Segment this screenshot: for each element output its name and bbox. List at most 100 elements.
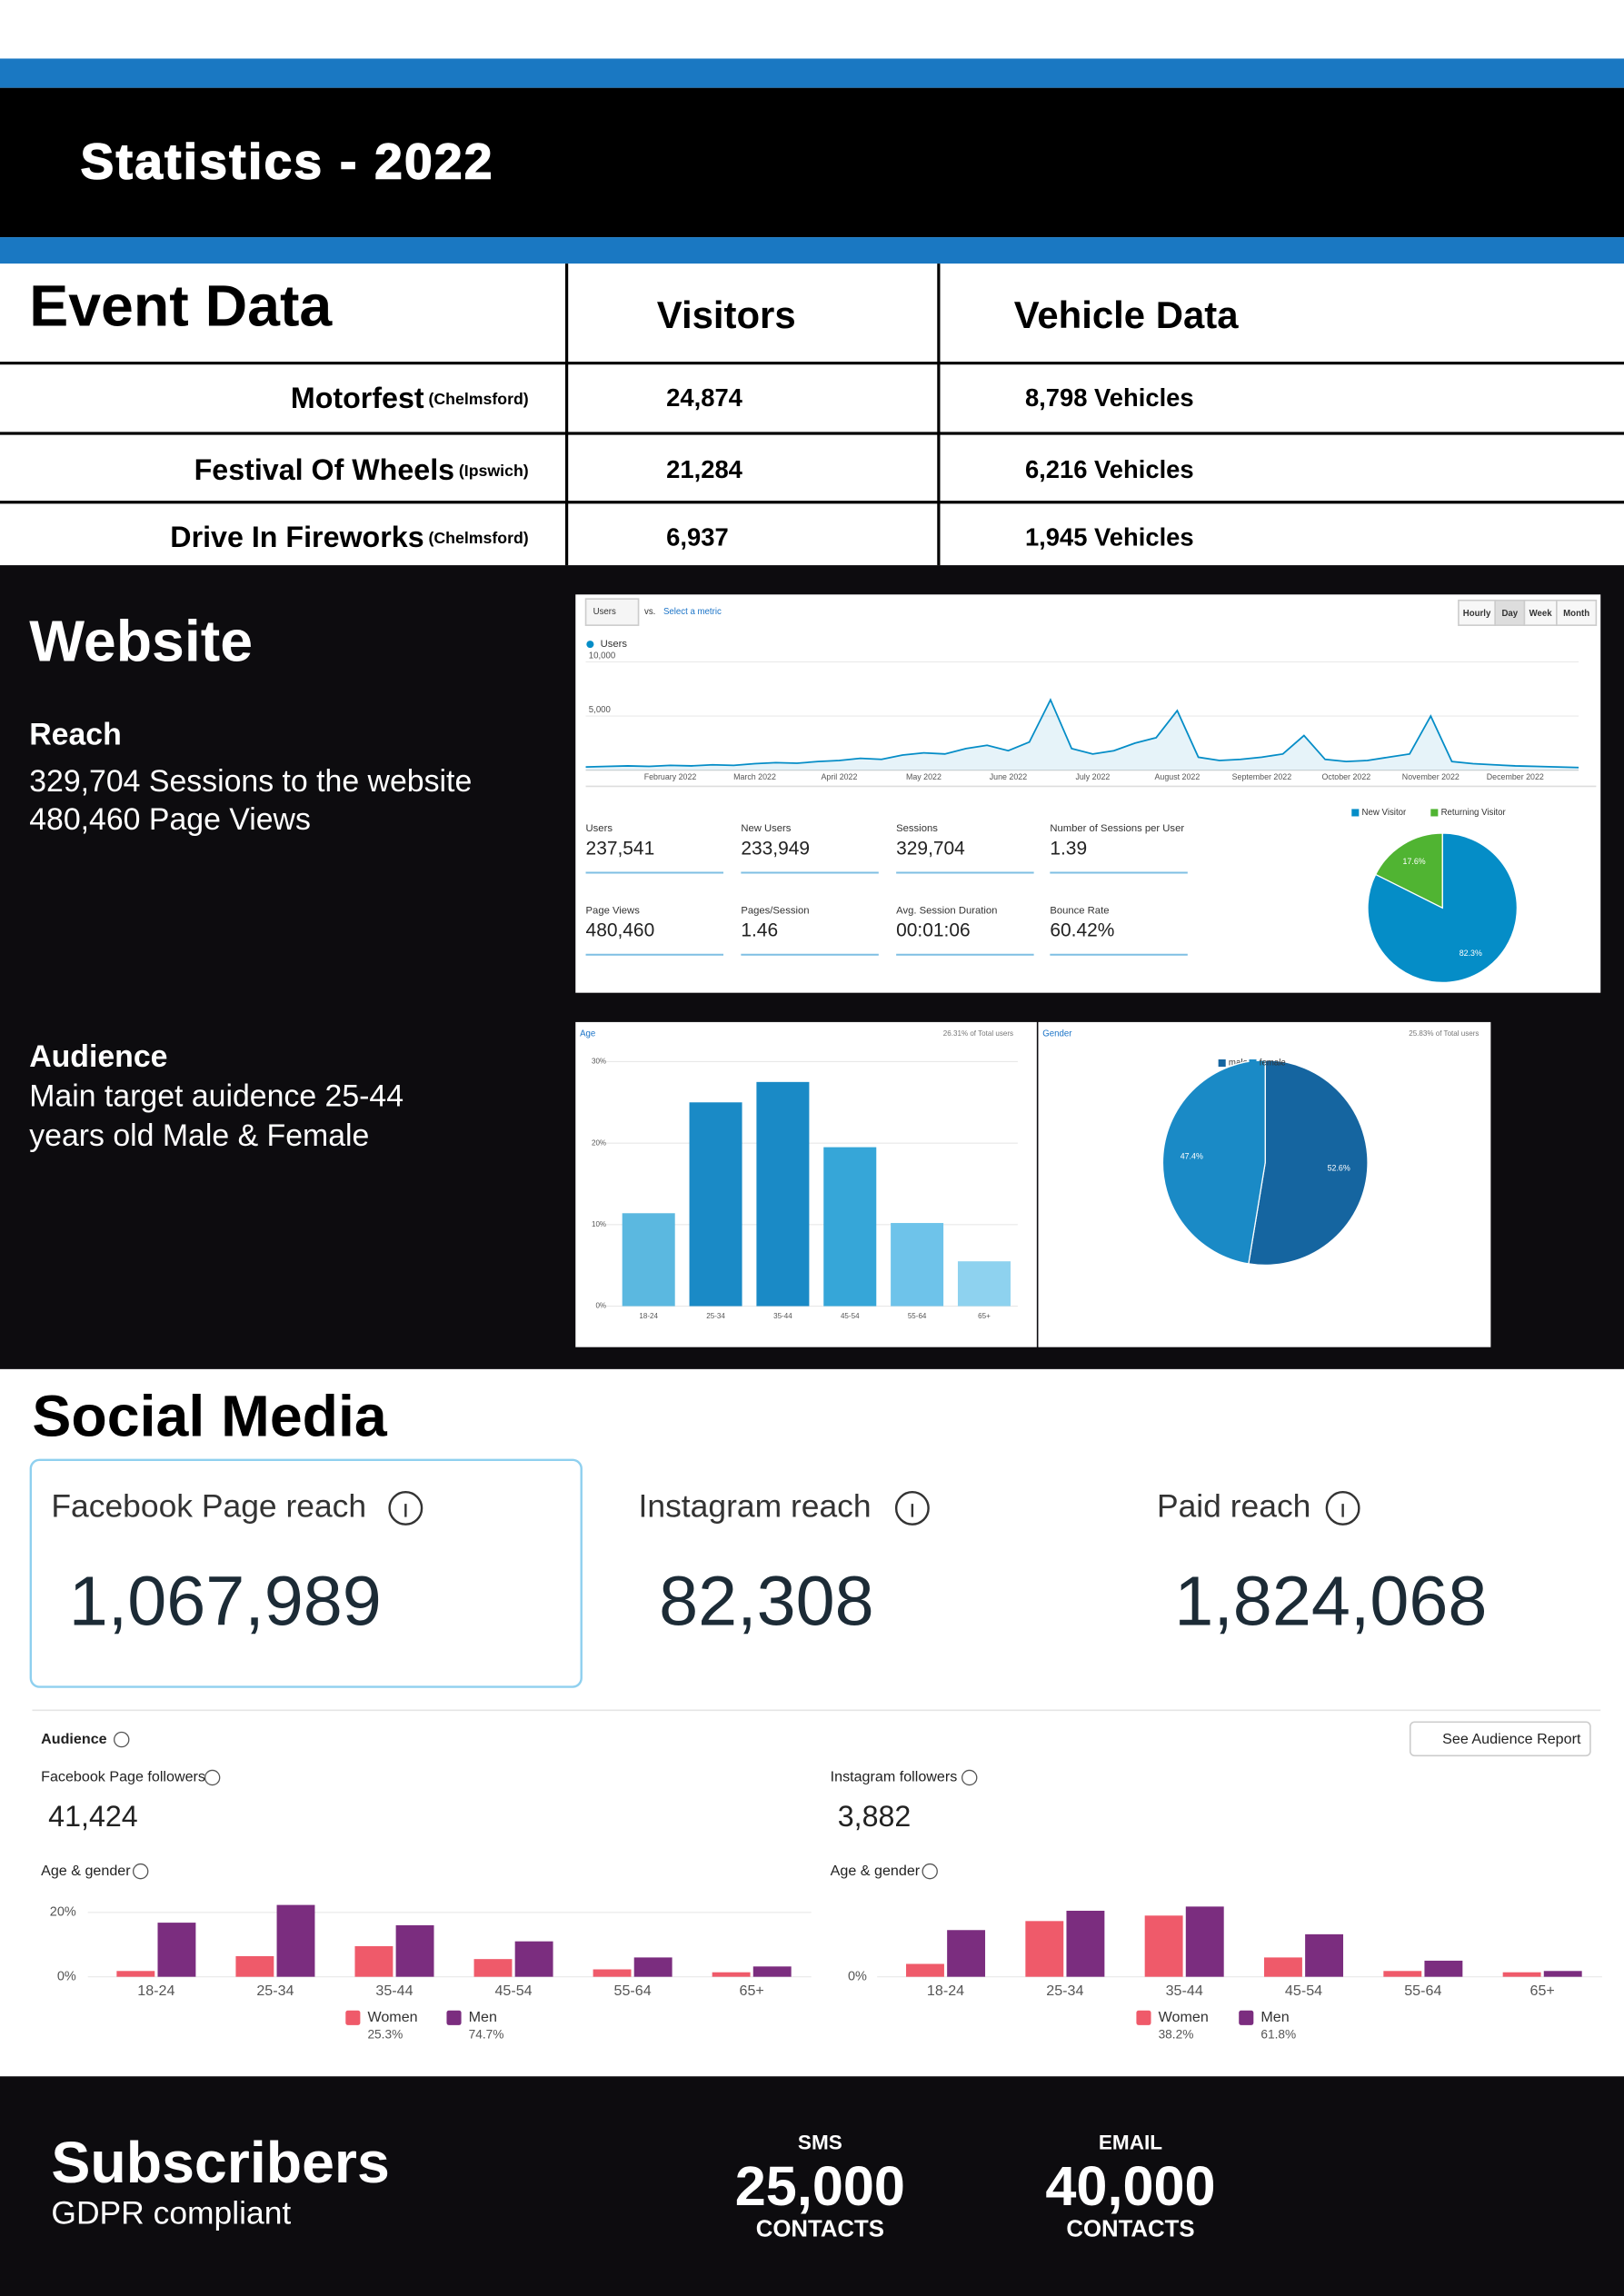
audience-line: Main target auidence 25-44 xyxy=(29,1079,404,1114)
chart-title: Gender xyxy=(1042,1029,1072,1039)
legend-swatch xyxy=(345,2010,361,2025)
event-title: Festival Of Wheels xyxy=(194,452,454,485)
audience-title: Audience xyxy=(41,1731,107,1747)
bar xyxy=(473,1959,513,1977)
x-tick-label: 45-54 xyxy=(841,1312,860,1320)
bar xyxy=(354,1945,394,1977)
channel-unit: CONTACTS xyxy=(756,2216,884,2241)
legend-share: 61.8% xyxy=(1260,2028,1296,2042)
metric-label: Page Views xyxy=(586,905,641,916)
bar xyxy=(116,1971,155,1977)
legend-label: New Visitor xyxy=(1362,808,1407,818)
bar xyxy=(823,1147,877,1307)
visitors: 21,284 xyxy=(666,455,742,483)
y-tick-label: 0% xyxy=(848,1969,867,1983)
x-tick-label: 65+ xyxy=(978,1312,991,1320)
metric-dropdown[interactable] xyxy=(584,598,640,626)
x-tick-label: 65+ xyxy=(1530,1983,1555,1999)
period-button[interactable] xyxy=(1494,599,1526,626)
channel-unit: CONTACTS xyxy=(1066,2216,1194,2241)
bar xyxy=(633,1957,673,1977)
legend-swatch xyxy=(1136,2010,1151,2025)
x-tick-label: November 2022 xyxy=(1402,772,1460,781)
bar xyxy=(514,1941,553,1977)
card-value: 1,067,989 xyxy=(69,1562,382,1640)
legend-label: Men xyxy=(1260,2009,1289,2025)
metric-value: 329,704 xyxy=(896,838,965,859)
bar xyxy=(1305,1933,1344,1977)
legend-swatch xyxy=(446,2010,462,2025)
pie-slice xyxy=(1248,1059,1369,1267)
bar xyxy=(957,1261,1011,1307)
table-lines xyxy=(0,263,1624,566)
bar xyxy=(1066,1910,1105,1977)
bar xyxy=(752,1966,792,1977)
legend-label: female xyxy=(1260,1059,1286,1068)
period-label: Hourly xyxy=(1463,609,1491,619)
legend-swatch xyxy=(1249,1059,1257,1068)
slice-label: 82.3% xyxy=(1460,949,1482,958)
subheading: Audience xyxy=(29,1039,167,1074)
period-label: Month xyxy=(1563,609,1589,619)
bar xyxy=(1543,1971,1582,1977)
bar xyxy=(756,1081,810,1307)
metric-label: Avg. Session Duration xyxy=(896,905,997,916)
section-heading: Social Media xyxy=(32,1383,387,1448)
period-label: Week xyxy=(1529,609,1553,619)
y-tick-label: 30% xyxy=(592,1058,606,1066)
report-button[interactable] xyxy=(1409,1721,1591,1757)
subscribers-note: GDPR compliant xyxy=(51,2195,291,2231)
metric-value: 60.42% xyxy=(1050,920,1114,941)
channel-label: EMAIL xyxy=(1099,2131,1162,2153)
line-series xyxy=(585,698,1579,769)
section-heading: Subscribers xyxy=(51,2130,389,2195)
page-title: Statistics - 2022 xyxy=(81,134,494,190)
followers-label: Facebook Page followers xyxy=(41,1769,205,1785)
x-tick-label: 25-34 xyxy=(706,1312,725,1320)
column-header: Vehicle Data xyxy=(1014,293,1239,336)
period-button[interactable] xyxy=(1556,599,1598,626)
panel-subtitle: Age & gender xyxy=(41,1863,131,1879)
legend-swatch xyxy=(1430,809,1439,817)
period-button[interactable] xyxy=(1458,599,1497,626)
x-tick-label: April 2022 xyxy=(822,772,858,781)
bar xyxy=(1424,1960,1463,1977)
reach-card[interactable] xyxy=(29,1458,583,1688)
x-tick-label: 55-64 xyxy=(1404,1983,1441,1999)
x-tick-label: December 2022 xyxy=(1487,772,1544,781)
info-icons xyxy=(388,1491,1360,1526)
metric-value: 233,949 xyxy=(741,838,810,859)
bar xyxy=(1502,1972,1541,1977)
x-tick-label: 25-34 xyxy=(256,1983,294,1999)
pie-slice xyxy=(1367,832,1518,983)
chart-title: Age xyxy=(580,1029,595,1039)
x-tick-label: September 2022 xyxy=(1232,772,1292,781)
legend-share: 74.7% xyxy=(469,2028,504,2042)
metric-label: Users xyxy=(586,823,613,834)
bar xyxy=(157,1923,196,1977)
x-tick-label: 55-64 xyxy=(614,1983,652,1999)
x-tick-label: February 2022 xyxy=(644,772,697,781)
pie-slice xyxy=(1374,832,1443,909)
metric-value: 1.39 xyxy=(1050,838,1087,859)
pie-slice xyxy=(1161,1059,1266,1265)
metric-label: Sessions xyxy=(896,823,938,834)
legend-label: Men xyxy=(469,2009,497,2025)
event-name: Motorfest (Chelmsford) xyxy=(291,381,529,413)
bar xyxy=(1144,1915,1183,1977)
event-name: Drive In Fireworks (Chelmsford) xyxy=(170,521,528,553)
bar xyxy=(1264,1957,1302,1977)
bar xyxy=(1025,1921,1064,1977)
chart-subtitle: 26.31% of Total users xyxy=(943,1029,1013,1038)
band xyxy=(0,58,1624,88)
period-label: Day xyxy=(1501,609,1518,619)
event-title: Drive In Fireworks xyxy=(170,521,423,553)
x-tick-label: 35-44 xyxy=(375,1983,413,1999)
select-metric: Select a metric xyxy=(663,607,722,617)
followers-label: Instagram followers xyxy=(831,1769,958,1785)
bar xyxy=(1185,1906,1224,1977)
x-tick-label: 35-44 xyxy=(773,1312,792,1320)
card-title: Paid reach xyxy=(1157,1487,1310,1524)
